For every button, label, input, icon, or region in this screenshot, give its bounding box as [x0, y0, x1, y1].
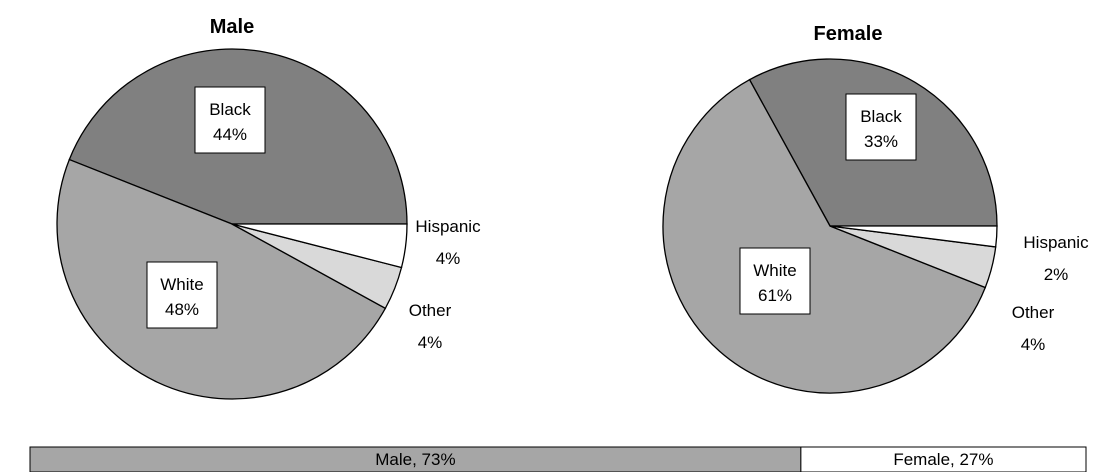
- data-label-female-other: 4%: [1021, 335, 1046, 354]
- pie-title-male: Male: [210, 16, 254, 38]
- category-label-female-white: White: [753, 261, 796, 280]
- data-label-female-white: 61%: [758, 286, 792, 305]
- bar-segment-female: [800, 446, 1087, 472]
- data-label-male-hispanic: 4%: [436, 249, 461, 268]
- pie-chart-female: Female Black 33% Hispanic 2% Other 4% White 61%: [662, 23, 1089, 394]
- category-label-female-hispanic: Hispanic: [1023, 233, 1089, 252]
- data-label-box-female-white: [739, 247, 811, 315]
- data-label-male-other: 4%: [418, 333, 443, 352]
- data-label-female-black: 33%: [864, 132, 898, 151]
- data-label-male-white: 48%: [165, 300, 199, 319]
- category-label-male-hispanic: Hispanic: [415, 217, 481, 236]
- data-label-box-female-black: [845, 93, 917, 161]
- stacked-bar-chart: Male, 73% Female, 27%: [29, 446, 1087, 472]
- bar-label-male: Male, 73%: [375, 450, 455, 469]
- bar-label-female: Female, 27%: [893, 450, 993, 469]
- category-label-male-white: White: [160, 275, 203, 294]
- category-label-male-black: Black: [209, 100, 251, 119]
- pie-slice-male-white: [56, 158, 387, 400]
- data-label-male-black: 44%: [213, 125, 247, 144]
- pie-slice-female-white: [662, 78, 987, 394]
- category-label-female-black: Black: [860, 107, 902, 126]
- category-label-male-other: Other: [409, 301, 452, 320]
- pie-title-female: Female: [814, 23, 883, 45]
- data-label-box-male-black: [194, 86, 266, 154]
- bar-segment-male: [29, 446, 802, 472]
- pie-slice-male-hispanic: [231, 223, 408, 269]
- category-label-female-other: Other: [1012, 303, 1055, 322]
- data-label-box-male-white: [146, 261, 218, 329]
- data-label-female-hispanic: 2%: [1044, 265, 1069, 284]
- pie-chart-male: Male Black 44% Hispanic 4% Other 4% White 48%: [56, 16, 481, 400]
- pie-slice-female-hispanic: [829, 225, 998, 248]
